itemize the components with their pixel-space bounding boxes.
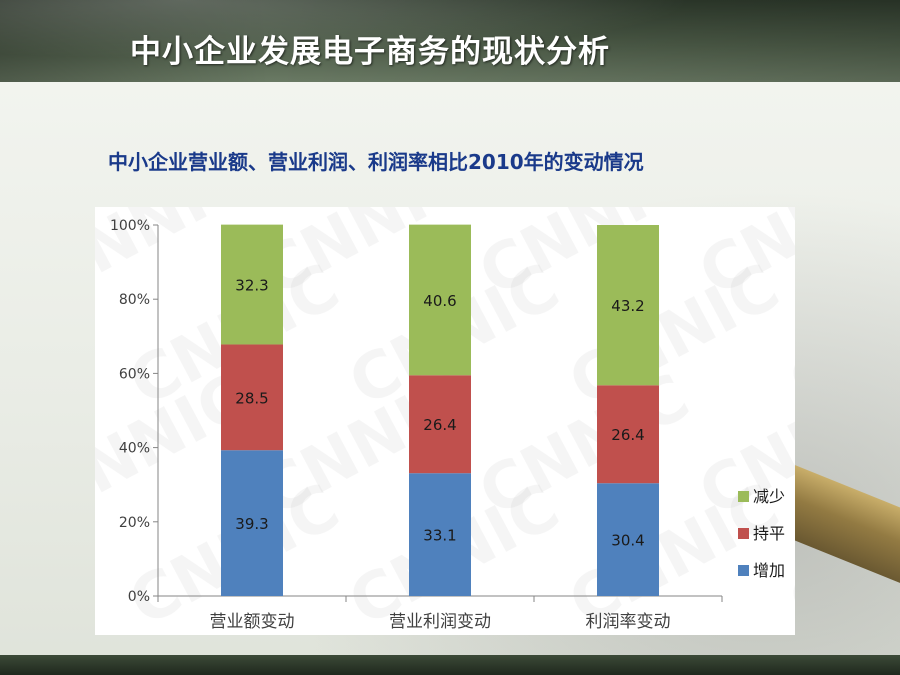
- data-label: 39.3: [235, 515, 268, 533]
- y-tick-label: 60%: [119, 366, 150, 382]
- y-tick-label: 20%: [119, 515, 150, 531]
- legend-label: 减少: [753, 487, 785, 506]
- chart-title: 中小企业营业额、营业利润、利润率相比2010年的变动情况: [108, 150, 644, 174]
- bar-segment: [597, 225, 659, 386]
- chart-panel: CNNIC CNNIC CNNIC CNNIC CNNIC CNNIC CNNIC CNNIC…: [95, 207, 795, 635]
- bar-segment: [221, 224, 283, 345]
- stacked-bar-chart: CNNICCNNICCNNICCNNICCNNICCNNICCNNICCNNIC…: [95, 207, 795, 635]
- data-label: 26.4: [423, 416, 456, 434]
- slide-title: 中小企业发展电子商务的现状分析: [130, 34, 610, 70]
- bar-segment: [597, 483, 659, 596]
- bar-segment: [221, 344, 283, 451]
- y-tick-label: 100%: [110, 218, 150, 234]
- category-label: 营业额变动: [210, 612, 295, 632]
- bar-segment: [409, 375, 471, 474]
- y-tick-label: 80%: [119, 292, 150, 308]
- legend-label: 增加: [753, 561, 785, 580]
- header-band: 中小企业发展电子商务的现状分析: [0, 0, 900, 82]
- y-tick-label: 40%: [119, 441, 150, 457]
- data-label: 26.4: [611, 426, 644, 444]
- category-label: 营业利润变动: [389, 612, 491, 632]
- bar-segment: [409, 473, 471, 596]
- legend-label: 持平: [753, 524, 785, 543]
- legend-swatch: [738, 528, 749, 539]
- legend-swatch: [738, 565, 749, 576]
- data-label: 30.4: [611, 532, 644, 550]
- data-label: 28.5: [235, 389, 268, 407]
- bar-segment: [409, 224, 471, 376]
- data-label: 33.1: [423, 527, 456, 545]
- category-label: 利润率变动: [586, 612, 671, 632]
- data-label: 32.3: [235, 277, 268, 295]
- bar-segment: [597, 385, 659, 484]
- footer-band: [0, 655, 900, 675]
- legend-swatch: [738, 491, 749, 502]
- bar-segment: [221, 450, 283, 596]
- data-label: 43.2: [611, 297, 644, 315]
- data-label: 40.6: [423, 292, 456, 310]
- header-sheen: [0, 0, 900, 82]
- y-tick-label: 0%: [128, 589, 150, 605]
